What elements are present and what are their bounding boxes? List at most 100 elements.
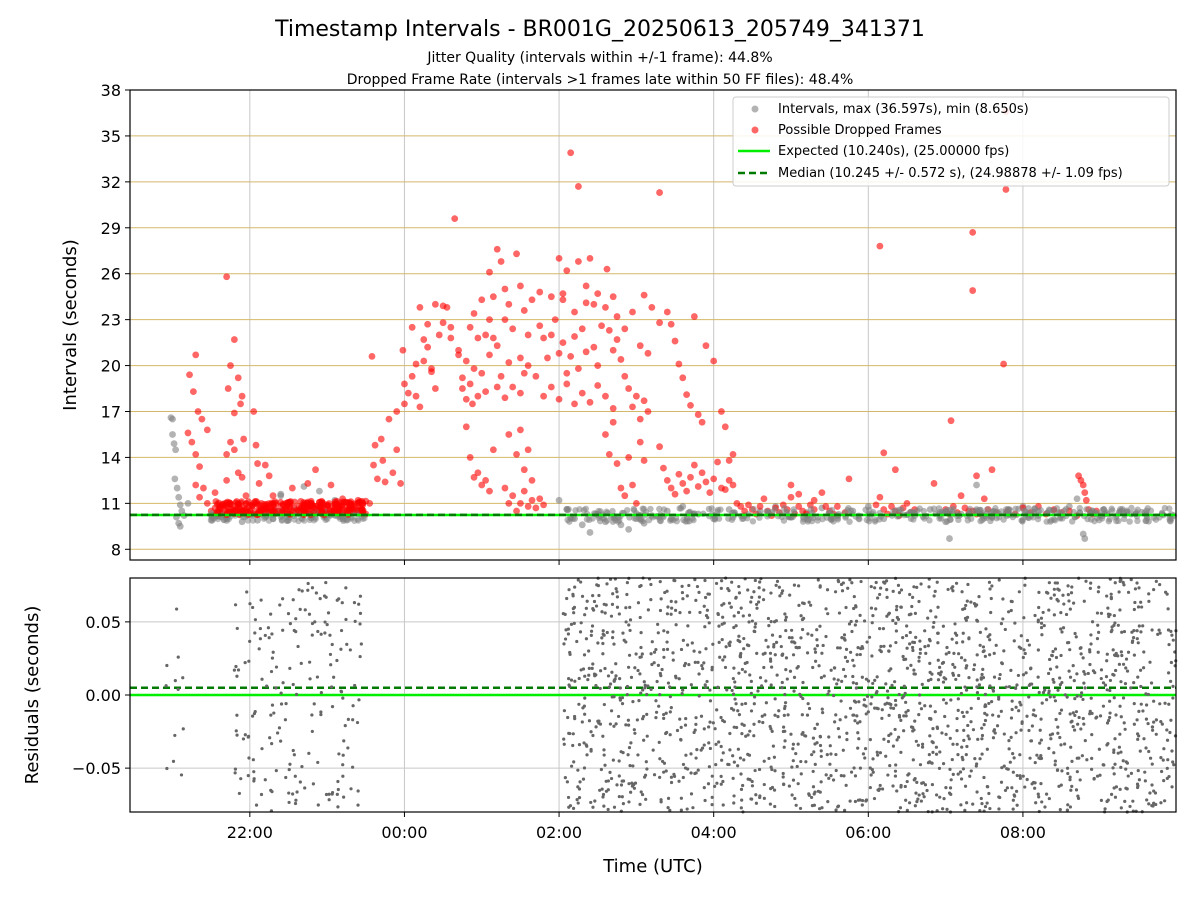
residual-point bbox=[341, 753, 345, 757]
residual-point bbox=[889, 732, 893, 736]
residual-point bbox=[1015, 803, 1019, 807]
residual-point bbox=[1163, 701, 1167, 705]
residual-point bbox=[1014, 789, 1019, 793]
residual-point bbox=[748, 777, 752, 782]
residual-point bbox=[1135, 637, 1139, 641]
residual-point bbox=[699, 748, 703, 752]
residual-point bbox=[598, 788, 602, 792]
residual-point bbox=[253, 618, 257, 622]
residual-point bbox=[1007, 739, 1011, 743]
bottom-y-axis-label: Residuals (seconds) bbox=[22, 606, 43, 785]
residual-point bbox=[732, 708, 736, 712]
residual-point bbox=[628, 763, 632, 768]
residual-point bbox=[905, 666, 910, 670]
residual-point bbox=[815, 741, 819, 745]
residual-point bbox=[930, 782, 935, 787]
residual-point bbox=[733, 685, 737, 689]
residual-point bbox=[834, 768, 838, 773]
residual-point bbox=[1170, 785, 1174, 789]
residual-point bbox=[631, 764, 635, 768]
residual-point bbox=[663, 590, 667, 595]
residual-point bbox=[843, 655, 848, 659]
residual-point bbox=[1075, 672, 1079, 676]
residual-point bbox=[1160, 722, 1164, 726]
residual-point bbox=[948, 767, 952, 771]
residual-point bbox=[717, 640, 721, 644]
residual-point bbox=[992, 675, 997, 679]
residual-point bbox=[1066, 584, 1070, 588]
residual-point bbox=[960, 755, 964, 759]
dropped-frame-point bbox=[397, 480, 404, 487]
residual-point bbox=[967, 676, 971, 680]
residual-point bbox=[980, 726, 984, 730]
residual-point bbox=[746, 752, 750, 756]
dropped-frame-point bbox=[559, 290, 567, 298]
residual-point bbox=[1072, 678, 1076, 683]
residual-point bbox=[897, 735, 901, 739]
residual-point bbox=[620, 795, 624, 799]
dropped-frame-point bbox=[238, 392, 246, 400]
residual-point bbox=[235, 674, 239, 678]
residual-point bbox=[1147, 599, 1151, 603]
dropped-frame-point bbox=[818, 489, 826, 497]
residual-point bbox=[721, 779, 725, 784]
residual-point bbox=[791, 778, 796, 782]
residual-point bbox=[1077, 715, 1081, 720]
residual-point bbox=[642, 680, 646, 684]
residual-point bbox=[836, 580, 841, 584]
residual-point bbox=[714, 763, 718, 767]
residual-point bbox=[270, 703, 275, 707]
residual-point bbox=[792, 640, 796, 644]
residual-point bbox=[836, 727, 840, 731]
residual-point bbox=[241, 737, 246, 741]
residual-point bbox=[572, 621, 576, 625]
residual-point bbox=[1069, 788, 1073, 792]
interval-point bbox=[640, 505, 648, 513]
residual-point bbox=[841, 667, 846, 672]
residual-point bbox=[1021, 774, 1025, 778]
residual-point bbox=[681, 638, 685, 642]
residual-point bbox=[637, 699, 641, 703]
residual-point bbox=[934, 615, 938, 619]
residual-point bbox=[919, 799, 923, 803]
residual-point bbox=[335, 658, 339, 663]
residual-point bbox=[608, 722, 613, 726]
residual-point bbox=[1039, 621, 1044, 625]
residual-point bbox=[1114, 713, 1118, 717]
residual-point bbox=[1053, 581, 1057, 585]
residual-point bbox=[934, 752, 939, 756]
dropped-frame-point bbox=[702, 342, 710, 350]
residual-point bbox=[760, 714, 764, 718]
interval-point bbox=[589, 515, 596, 522]
residual-point bbox=[799, 614, 803, 618]
dropped-frame-point bbox=[648, 303, 656, 311]
residual-point bbox=[963, 606, 967, 611]
residual-point bbox=[1158, 702, 1162, 706]
residual-point bbox=[674, 600, 678, 604]
residual-point bbox=[668, 695, 672, 699]
residual-point bbox=[930, 740, 934, 744]
residual-point bbox=[774, 619, 778, 623]
residual-point bbox=[236, 668, 241, 672]
residual-point bbox=[597, 719, 601, 723]
residual-point bbox=[1171, 684, 1175, 689]
residual-point bbox=[705, 608, 709, 612]
residual-point bbox=[1010, 699, 1014, 703]
residual-point bbox=[1073, 713, 1077, 718]
residual-point bbox=[685, 594, 689, 598]
residual-point bbox=[1116, 751, 1120, 755]
residual-point bbox=[863, 747, 868, 751]
residual-point bbox=[287, 767, 291, 772]
residual-point bbox=[702, 661, 706, 665]
residual-point bbox=[1002, 649, 1006, 653]
residual-point bbox=[1112, 772, 1116, 776]
interval-point bbox=[249, 517, 257, 524]
dropped-frame-point bbox=[447, 323, 455, 331]
residual-point bbox=[310, 633, 314, 637]
residual-point bbox=[994, 643, 998, 647]
residual-point bbox=[893, 769, 898, 773]
residual-point bbox=[1133, 600, 1137, 605]
residual-point bbox=[991, 736, 996, 740]
residual-point bbox=[767, 624, 771, 628]
residual-point bbox=[293, 774, 297, 778]
